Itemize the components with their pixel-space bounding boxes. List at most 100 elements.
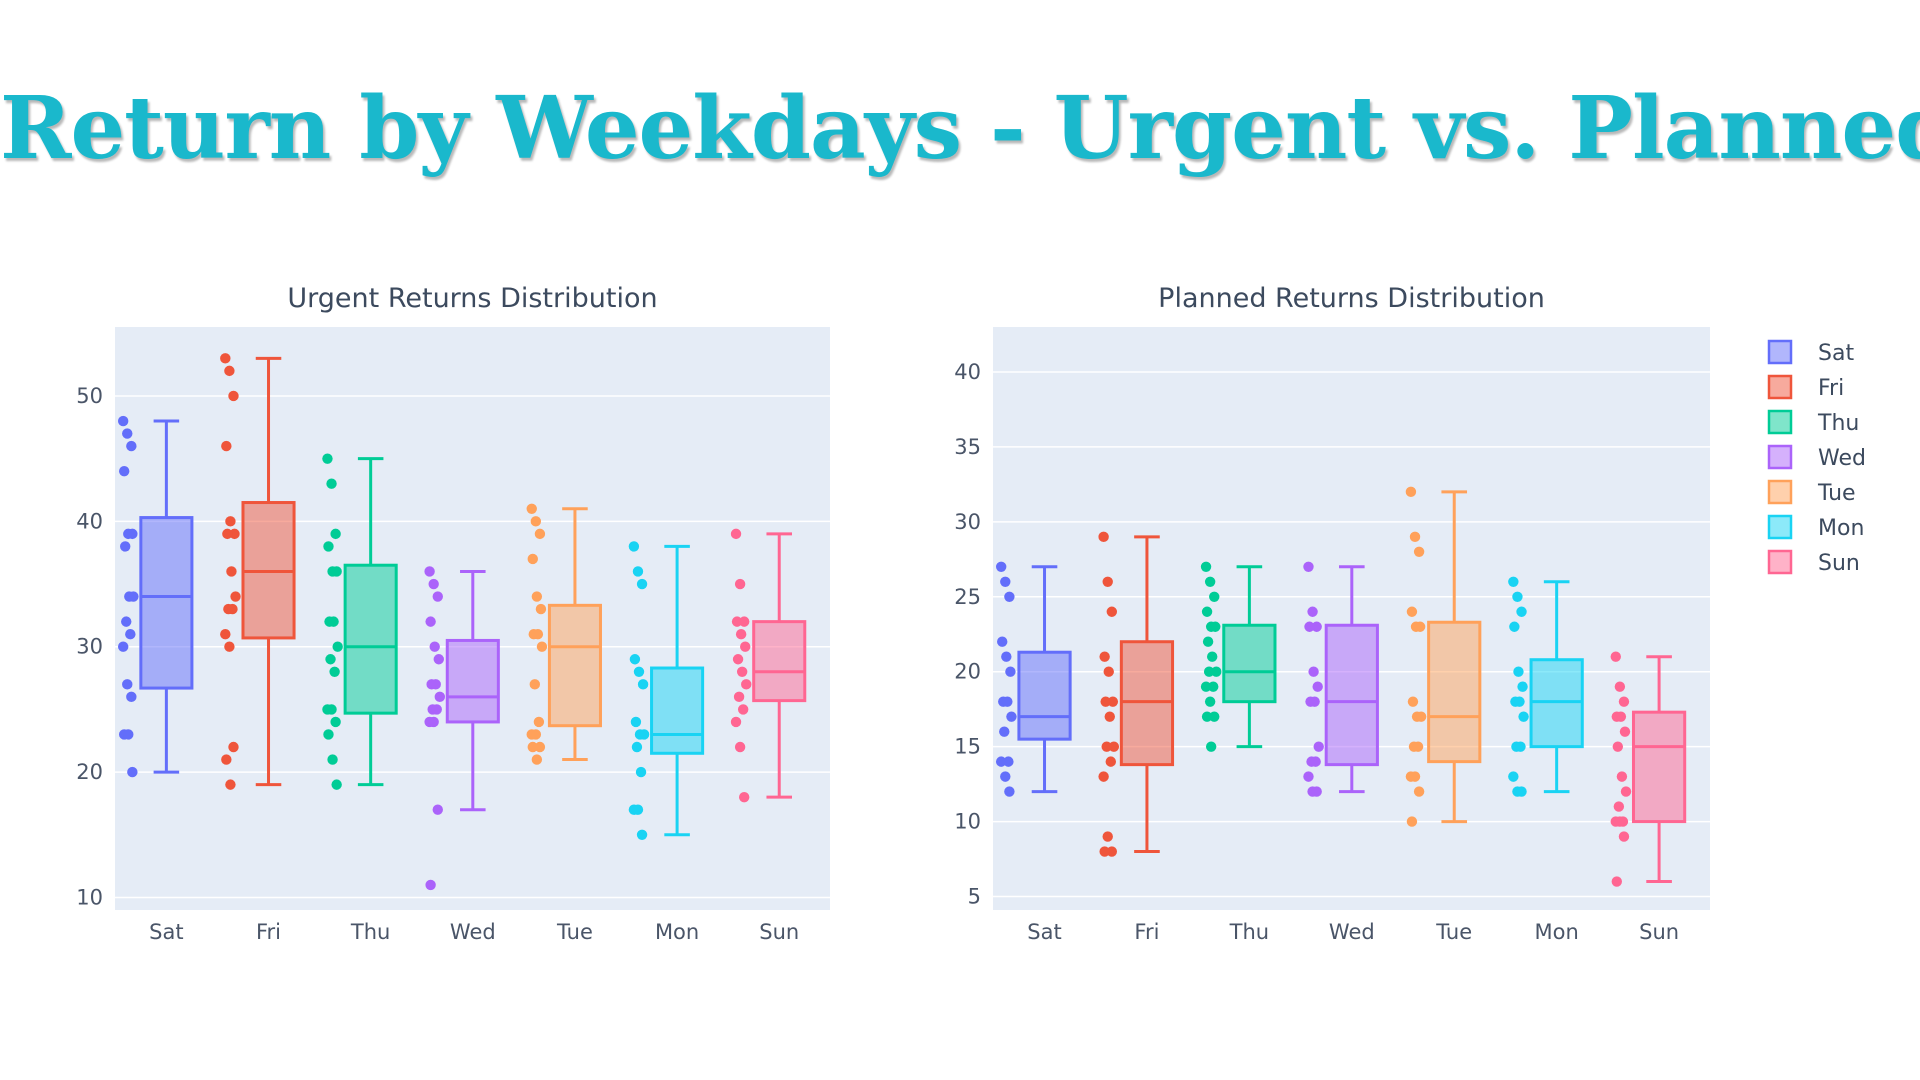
data-point <box>222 528 233 540</box>
data-point <box>1613 801 1625 812</box>
data-point <box>1004 786 1015 797</box>
legend-item-thu: Thu <box>1767 409 1859 436</box>
data-point <box>125 628 136 640</box>
data-point <box>1612 741 1624 752</box>
data-point <box>741 679 752 690</box>
box-iqr <box>445 638 500 724</box>
data-point <box>228 741 239 753</box>
data-point <box>1407 696 1419 707</box>
data-point <box>535 603 547 615</box>
data-point <box>1105 756 1116 767</box>
planned-y-tick-label: 15 <box>954 735 981 759</box>
data-point <box>1311 621 1322 632</box>
data-point <box>1200 681 1212 692</box>
data-point <box>734 741 746 753</box>
box-iqr <box>547 603 602 728</box>
data-point <box>1005 666 1016 677</box>
data-point <box>433 654 444 665</box>
urgent-box-thu <box>322 453 398 790</box>
legend-item-sun: Sun <box>1767 549 1860 576</box>
legend-item-sat: Sat <box>1767 339 1854 366</box>
legend-swatch <box>1767 514 1793 540</box>
data-point <box>1104 711 1115 722</box>
data-point <box>1209 591 1220 602</box>
data-point <box>531 754 543 765</box>
data-point <box>323 729 334 740</box>
data-point <box>428 716 439 728</box>
urgent-box-mon <box>628 541 705 840</box>
data-point <box>1201 711 1213 722</box>
data-point <box>526 503 537 514</box>
data-point <box>1003 756 1014 767</box>
data-point <box>529 679 541 690</box>
data-point <box>527 553 538 565</box>
data-point <box>628 541 640 552</box>
data-point <box>224 365 235 377</box>
data-point <box>128 591 139 602</box>
legend-label: Sat <box>1818 341 1854 366</box>
data-point <box>432 804 443 815</box>
data-point <box>1516 786 1527 797</box>
data-point <box>1206 651 1218 662</box>
data-point <box>735 628 747 640</box>
data-point <box>1508 576 1519 587</box>
box-iqr <box>1427 620 1482 764</box>
data-point <box>730 716 742 728</box>
data-point <box>225 516 236 527</box>
data-point <box>530 516 542 527</box>
data-point <box>328 616 339 627</box>
data-point <box>1409 771 1421 782</box>
data-point <box>121 616 132 627</box>
urgent-y-tick-label: 10 <box>76 885 103 909</box>
data-point <box>1611 876 1622 887</box>
data-point <box>424 566 435 577</box>
data-point <box>1614 816 1626 827</box>
urgent-box-sat <box>117 415 194 778</box>
data-point <box>1304 621 1315 632</box>
urgent-box-wed <box>424 566 500 891</box>
data-point <box>425 879 436 891</box>
legend-swatch <box>1767 549 1793 575</box>
data-point <box>221 754 232 765</box>
planned-subplot-title: Planned Returns Distribution <box>1158 283 1545 314</box>
data-point <box>1309 696 1320 707</box>
data-point <box>1201 606 1213 617</box>
main-title: Return by Weekdays - Urgent vs. Planned <box>0 78 1920 179</box>
data-point <box>1615 711 1627 722</box>
planned-y-tick-label: 20 <box>954 660 981 684</box>
data-point <box>636 829 648 840</box>
data-point <box>228 390 239 402</box>
data-point <box>1406 816 1418 827</box>
data-point <box>1515 741 1526 752</box>
data-point <box>1413 786 1425 797</box>
urgent-x-tick-label: Mon <box>655 920 699 944</box>
data-point <box>428 578 439 590</box>
data-point <box>1409 531 1421 543</box>
data-point <box>1204 576 1216 587</box>
data-point <box>1614 681 1626 692</box>
data-point <box>739 791 750 803</box>
data-point <box>120 541 131 552</box>
data-point <box>1000 771 1011 782</box>
data-point <box>534 741 546 753</box>
data-point <box>227 603 238 615</box>
data-point <box>1308 666 1319 677</box>
data-point <box>127 528 138 540</box>
data-point <box>429 641 440 652</box>
data-point <box>1618 831 1630 842</box>
data-point <box>122 428 133 439</box>
planned-x-tick-label: Tue <box>1435 920 1472 944</box>
data-point <box>434 691 446 703</box>
data-point <box>629 654 641 665</box>
data-point <box>1509 621 1520 632</box>
data-point <box>322 453 333 464</box>
data-point <box>118 465 130 477</box>
legend-swatch <box>1767 339 1793 365</box>
data-point <box>1514 696 1525 707</box>
planned-x-tick-label: Fri <box>1134 920 1159 944</box>
data-point <box>330 716 341 728</box>
legend: Sat Fri Thu Wed Tue Mon Sun <box>1767 339 1866 576</box>
data-point <box>326 478 337 489</box>
data-point <box>117 415 129 427</box>
